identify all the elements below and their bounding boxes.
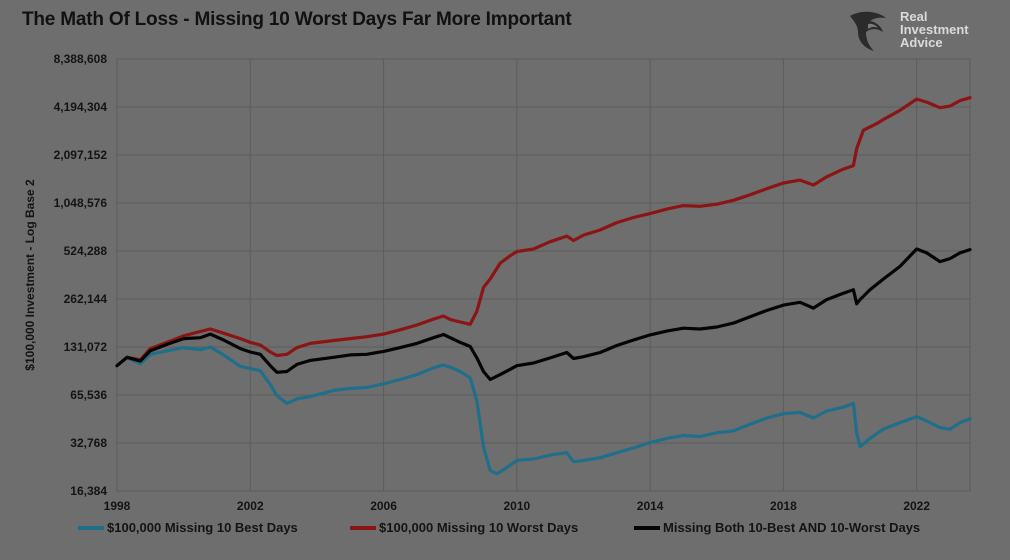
series-line-best [115, 345, 972, 476]
chart-legend: $100,000 Missing 10 Best Days $100,000 M… [0, 520, 1010, 544]
series-line-worst [115, 96, 972, 368]
legend-item-both: Missing Both 10-Best AND 10-Worst Days [634, 520, 920, 535]
y-tick-label: 524,288 [64, 244, 108, 258]
logo-line-3: Advice [900, 35, 943, 50]
logo-line-2: Investment [900, 22, 969, 37]
y-axis-label: $100,000 Investment - Log Base 2 [23, 179, 37, 371]
legend-label-worst: $100,000 Missing 10 Worst Days [379, 520, 579, 535]
logo-text: Real Investment Advice [900, 10, 969, 49]
y-tick-label: 131,072 [64, 340, 108, 354]
legend-label-both: Missing Both 10-Best AND 10-Worst Days [663, 520, 921, 535]
x-tick-label: 2022 [903, 499, 930, 513]
y-tick-label: 1,048,576 [54, 196, 108, 210]
legend-item-best: $100,000 Missing 10 Best Days [78, 520, 298, 535]
x-tick-label: 2010 [503, 499, 530, 513]
y-tick-label: 4,194,304 [54, 100, 108, 114]
y-tick-label: 65,536 [70, 388, 107, 402]
eagle-icon [850, 11, 886, 52]
legend-swatch-worst [350, 525, 376, 530]
legend-label-best: $100,000 Missing 10 Best Days [107, 520, 298, 535]
y-tick-label: 2,097,152 [54, 148, 108, 162]
grid [116, 58, 971, 492]
x-tick-label: 2014 [637, 499, 664, 513]
legend-swatch-both [634, 525, 660, 530]
series-line-both [115, 247, 972, 382]
legend-swatch-best [78, 525, 104, 530]
brand-logo: Real Investment Advice [846, 8, 986, 56]
chart-title: The Math Of Loss - Missing 10 Worst Days… [22, 9, 572, 30]
axes: 8,388,608 4,194,304 2,097,152 1,048,576 524,… [23, 52, 930, 513]
series-lines [115, 96, 972, 476]
legend-item-worst: $100,000 Missing 10 Worst Days [350, 520, 578, 535]
y-tick-label: 262,144 [64, 292, 108, 306]
y-tick-label: 8,388,608 [54, 52, 108, 66]
logo-line-1: Real [900, 9, 928, 24]
x-tick-label: 2002 [237, 499, 264, 513]
x-tick-label: 2006 [370, 499, 397, 513]
y-tick-label: 16,384 [70, 484, 107, 498]
plot-border [116, 58, 971, 492]
x-tick-label: 1998 [104, 499, 131, 513]
y-tick-label: 32,768 [70, 436, 107, 450]
x-tick-label: 2018 [770, 499, 797, 513]
